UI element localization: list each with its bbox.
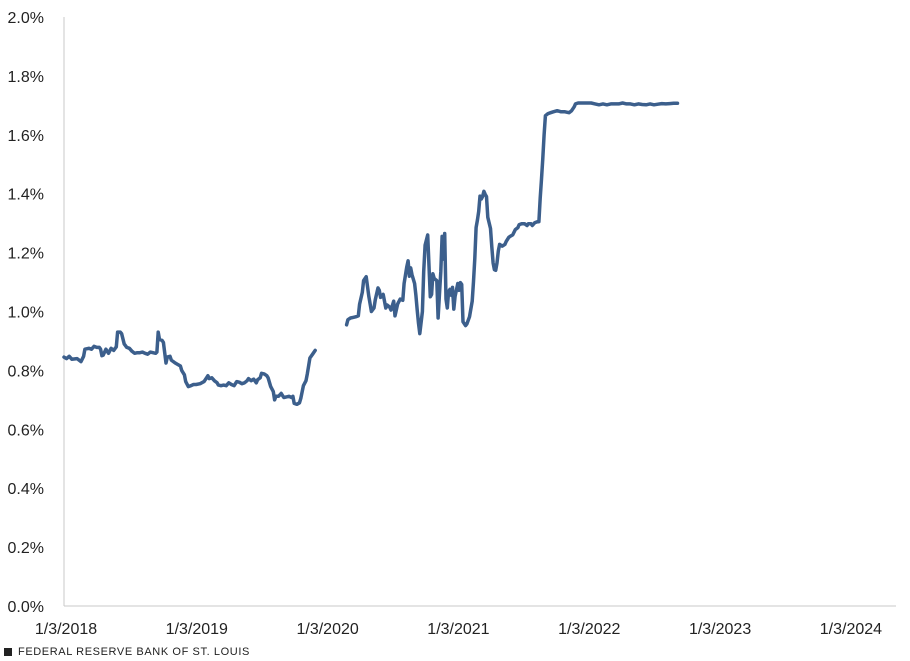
y-tick-label: 0.6%: [8, 422, 44, 439]
series-line: [62, 330, 317, 407]
x-tick-label: 1/3/2021: [427, 621, 489, 638]
y-tick-label: 1.8%: [8, 69, 44, 86]
footer: FEDERAL RESERVE BANK OF ST. LOUIS: [4, 646, 250, 658]
y-tick-label: 0.0%: [8, 599, 44, 616]
x-axis-ticks: 1/3/2018 1/3/2019 1/3/2020 1/3/2021 1/3/2022…: [35, 621, 882, 638]
series-layer: [62, 101, 680, 407]
x-tick-label: 1/3/2023: [689, 621, 751, 638]
x-tick-label: 1/3/2022: [558, 621, 620, 638]
y-tick-label: 1.2%: [8, 246, 44, 263]
y-tick-label: 1.4%: [8, 187, 44, 204]
y-axis-ticks: 0.0% 0.2% 0.4% 0.6% 0.8% 1.0% 1.2% 1.4% 1.6% 1.8%…: [8, 10, 44, 616]
x-tick-label: 1/3/2020: [296, 621, 358, 638]
footer-source: FEDERAL RESERVE BANK OF ST. LOUIS: [18, 646, 250, 658]
y-tick-label: 1.6%: [8, 128, 44, 145]
square-icon: [4, 648, 12, 656]
series-line: [344, 101, 680, 336]
y-tick-label: 0.2%: [8, 540, 44, 557]
x-tick-label: 1/3/2019: [166, 621, 228, 638]
y-tick-label: 0.8%: [8, 363, 44, 380]
y-tick-label: 2.0%: [8, 10, 44, 27]
y-tick-label: 0.4%: [8, 481, 44, 498]
y-tick-label: 1.0%: [8, 305, 44, 322]
x-tick-label: 1/3/2018: [35, 621, 97, 638]
x-tick-label: 1/3/2024: [820, 621, 882, 638]
